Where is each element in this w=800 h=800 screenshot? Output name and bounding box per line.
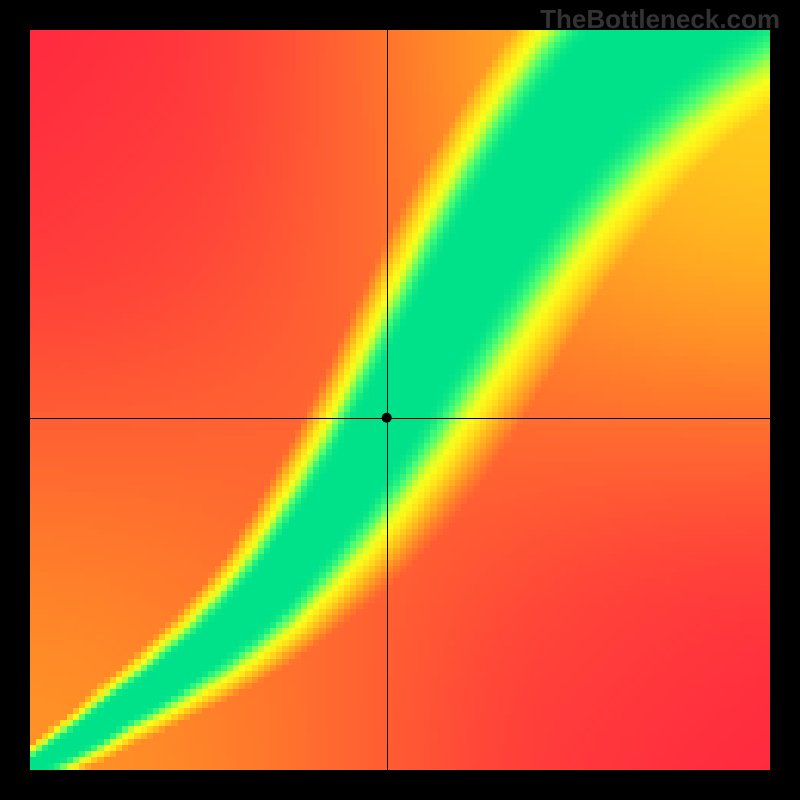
watermark-text: TheBottleneck.com <box>540 4 780 35</box>
chart-container: TheBottleneck.com <box>0 0 800 800</box>
bottleneck-heatmap-canvas <box>30 30 770 770</box>
